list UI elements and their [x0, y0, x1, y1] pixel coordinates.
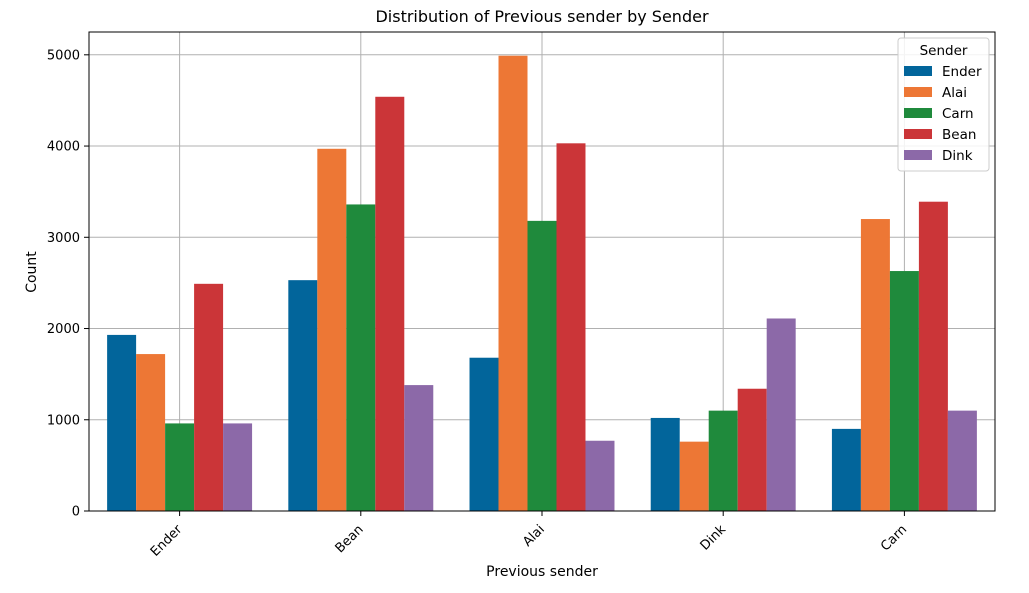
bar-dink-alai: [585, 440, 615, 511]
bar-ender-bean: [288, 280, 318, 511]
bar-carn-ender: [165, 423, 195, 511]
legend-label-ender: Ender: [942, 64, 982, 80]
y-tick-label: 4000: [47, 140, 80, 155]
legend-label-alai: Alai: [942, 85, 967, 101]
legend-title: Sender: [920, 43, 968, 59]
legend-label-bean: Bean: [942, 127, 976, 143]
bar-bean-bean: [375, 96, 405, 511]
bar-alai-bean: [317, 148, 347, 511]
legend-swatch-ender: [904, 66, 932, 76]
legend: Sender Ender Alai Carn Bean Dink: [897, 37, 990, 172]
y-tick-label: 5000: [47, 48, 80, 63]
bar-alai-ender: [136, 354, 166, 511]
x-tick-label: Dink: [698, 522, 730, 554]
legend-swatch-bean: [904, 129, 932, 139]
x-axis: Ender Bean Alai Dink Carn: [148, 511, 910, 560]
bar-bean-carn: [918, 201, 948, 511]
x-tick-label: Bean: [333, 522, 367, 556]
bar-alai-alai: [498, 55, 528, 512]
x-axis-label: Previous sender: [486, 564, 598, 580]
y-tick-label: 0: [72, 505, 80, 520]
bar-carn-carn: [889, 271, 919, 511]
bar-dink-bean: [404, 385, 434, 511]
y-axis-label: Count: [24, 251, 40, 293]
y-tick-label: 2000: [47, 322, 80, 337]
legend-label-dink: Dink: [942, 148, 973, 164]
bar-carn-bean: [346, 204, 376, 511]
x-tick-label: Alai: [520, 522, 548, 550]
y-tick-label: 1000: [47, 413, 80, 428]
bars: [107, 55, 977, 512]
legend-swatch-dink: [904, 150, 932, 160]
y-axis: 0 1000 2000 3000 4000 5000: [47, 48, 89, 520]
bar-alai-dink: [679, 441, 709, 511]
bar-dink-dink: [766, 318, 796, 511]
bar-ender-alai: [469, 357, 499, 511]
bar-bean-alai: [556, 143, 586, 511]
y-tick-label: 3000: [47, 231, 80, 246]
bar-ender-carn: [831, 428, 861, 511]
bar-bean-dink: [737, 388, 767, 511]
bar-dink-carn: [947, 410, 977, 511]
bar-carn-alai: [527, 220, 557, 511]
x-tick-label: Carn: [878, 522, 910, 554]
bar-ender-ender: [107, 334, 137, 511]
x-tick-label: Ender: [148, 522, 186, 560]
bar-bean-ender: [194, 283, 224, 511]
legend-swatch-alai: [904, 87, 932, 97]
chart-title: Distribution of Previous sender by Sende…: [375, 7, 708, 26]
bar-dink-ender: [223, 423, 253, 511]
bar-alai-carn: [860, 219, 890, 512]
legend-label-carn: Carn: [942, 106, 974, 122]
legend-swatch-carn: [904, 108, 932, 118]
bar-ender-dink: [650, 417, 680, 511]
bar-carn-dink: [708, 410, 738, 511]
